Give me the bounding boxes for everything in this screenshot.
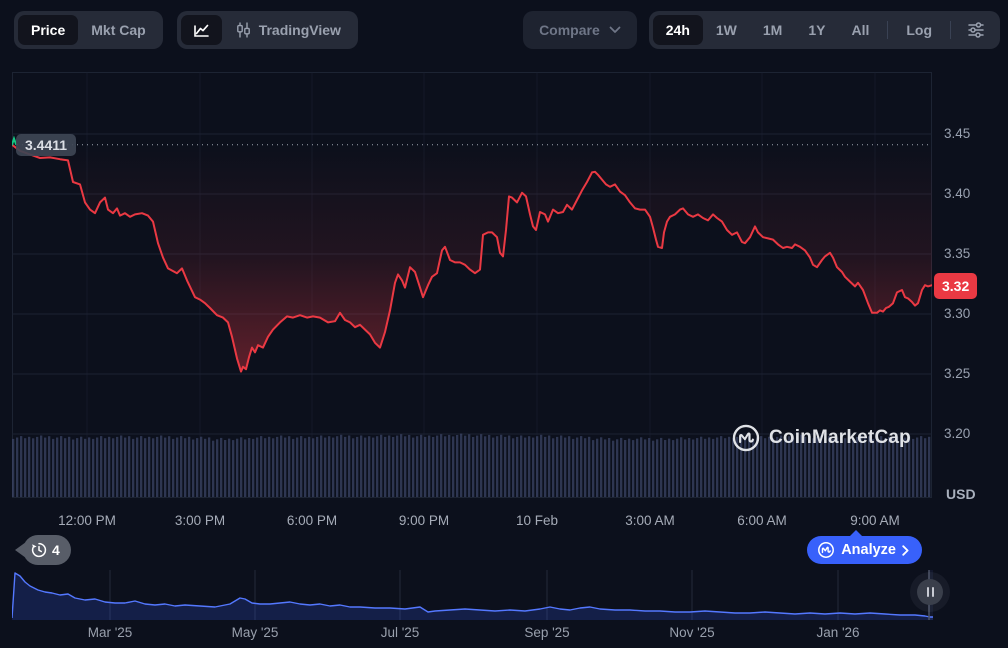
compare-button[interactable]: Compare [523,11,637,49]
y-axis-label: 3.40 [944,186,971,201]
toolbar-divider [950,21,951,39]
history-count: 4 [52,542,60,558]
candlestick-icon [236,22,250,38]
navigator-axis-label: Sep '25 [524,625,570,640]
watermark-text: CoinMarketCap [769,427,911,448]
navigator-axis-label: Nov '25 [669,625,715,640]
navigator-axis-label: Jul '25 [380,625,420,640]
price-chart-plot[interactable] [12,72,932,498]
cmc-logo-icon [818,542,835,558]
y-axis-label: 3.35 [944,246,971,261]
price-mktcap-toggle: Price Mkt Cap [14,11,163,49]
toolbar-divider [887,21,889,39]
range-all[interactable]: All [838,15,882,45]
chevron-down-icon [609,26,621,33]
x-axis-label: 9:00 PM [398,513,450,528]
x-axis-label: 3:00 PM [174,513,226,528]
navigator-handle[interactable] [917,579,943,605]
range-1m[interactable]: 1M [750,15,795,45]
grip-icon [926,587,929,597]
chart-settings-button[interactable] [956,15,996,45]
sliders-icon [968,22,984,38]
x-axis-label: 3:00 AM [625,513,675,528]
open-price-badge: 3.4411 [16,134,77,156]
y-axis-label: 3.20 [944,426,971,441]
x-axis-label: 12:00 PM [58,513,116,528]
compare-label: Compare [539,22,600,38]
analyze-button[interactable]: Analyze [807,530,922,564]
price-tab[interactable]: Price [18,15,79,45]
history-clock-icon [31,542,47,558]
x-axis-label: 10 Feb [515,513,559,528]
navigator-svg [11,570,933,620]
navigator-axis-label: Jan '26 [816,625,860,640]
analyze-label: Analyze [841,542,896,558]
navigator-axis-label: May '25 [231,625,279,640]
chevron-right-icon [902,544,909,556]
navigator-axis-label: Mar '25 [87,625,133,640]
line-chart-button[interactable] [180,15,222,45]
range-buttons: 24h 1W 1M 1Y All [652,15,883,45]
coinmarketcap-logo-icon [732,424,760,452]
chart-toolbar: Price Mkt Cap TradingView [14,10,1000,50]
line-chart-icon [193,24,209,37]
tradingview-label: TradingView [258,22,341,38]
chart-type-toggle: TradingView [176,11,358,49]
y-axis-label: 3.45 [944,126,971,141]
x-axis-label: 6:00 PM [286,513,338,528]
range-24h[interactable]: 24h [652,15,703,45]
toolbar-right-group: Compare 24h 1W 1M 1Y All Log [523,11,1000,49]
grip-icon [931,587,934,597]
y-axis-label: 3.30 [944,306,971,321]
range-selector: 24h 1W 1M 1Y All Log [648,11,1000,49]
current-price-badge: 3.32 [934,273,978,299]
range-navigator[interactable] [11,570,933,620]
mktcap-tab[interactable]: Mkt Cap [78,15,158,45]
log-scale-button[interactable]: Log [893,15,945,45]
history-count-badge[interactable]: 4 [23,535,71,565]
y-axis-label: 3.25 [944,366,971,381]
currency-unit-label: USD [946,486,976,502]
toolbar-left-group: Price Mkt Cap TradingView [14,11,358,49]
coinmarketcap-watermark: CoinMarketCap [731,423,911,453]
price-chart-svg [12,72,932,498]
range-1w[interactable]: 1W [703,15,750,45]
range-1y[interactable]: 1Y [795,15,838,45]
tradingview-button[interactable]: TradingView [222,15,354,45]
x-axis-label: 6:00 AM [737,513,787,528]
x-axis-label: 9:00 AM [850,513,900,528]
